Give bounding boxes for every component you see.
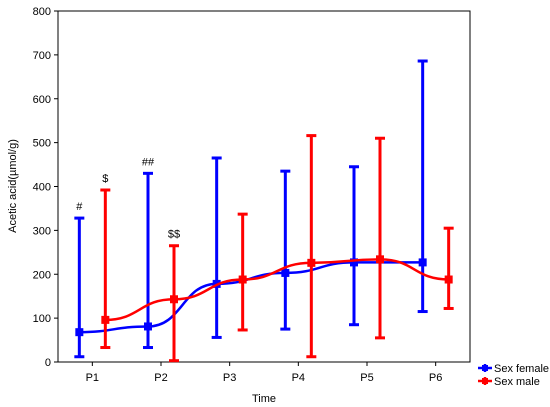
- data-point: [144, 322, 152, 331]
- x-tick-label: P5: [360, 372, 373, 384]
- x-tick-label: P3: [223, 372, 236, 384]
- x-tick-label: P2: [154, 372, 167, 384]
- data-point: [418, 258, 427, 267]
- data-point: [170, 295, 178, 304]
- legend-marker: [482, 378, 488, 384]
- series-sex-female: [74, 59, 428, 359]
- y-axis-title: Acetic acid(µmol/g): [7, 139, 19, 233]
- data-point: [444, 275, 453, 284]
- x-axis-title: Time: [252, 393, 276, 405]
- y-tick-label: 400: [33, 182, 51, 194]
- x-tick-label: P6: [429, 372, 442, 384]
- x-tick-label: P4: [292, 372, 305, 384]
- annotation-label: #: [76, 201, 83, 213]
- data-point: [101, 315, 110, 324]
- y-tick-label: 100: [33, 313, 51, 325]
- annotation-label: $$: [168, 229, 180, 241]
- y-tick-label: 800: [33, 6, 51, 18]
- data-point: [238, 275, 247, 284]
- y-tick-label: 200: [33, 269, 51, 281]
- annotation-label: $: [102, 173, 108, 185]
- legend-label: Sex female: [494, 363, 549, 375]
- data-point: [350, 258, 358, 267]
- y-tick-label: 600: [33, 94, 51, 106]
- x-axis: P1 P2 P3 P4 P5 P6: [86, 362, 442, 384]
- y-tick-label: 0: [45, 357, 51, 369]
- legend-label: Sex male: [494, 376, 540, 388]
- annotations: # $ ## $$: [76, 156, 180, 240]
- plot-area-frame: [57, 10, 471, 363]
- data-point: [307, 258, 316, 267]
- y-tick-label: 700: [33, 50, 51, 62]
- x-tick-label: P1: [86, 372, 99, 384]
- y-tick-label: 300: [33, 225, 51, 237]
- series-layer: [74, 59, 454, 363]
- series-line: [105, 258, 449, 322]
- data-point: [281, 268, 290, 277]
- data-point: [75, 328, 84, 337]
- series-sex-male: [100, 134, 454, 363]
- series-line: [79, 261, 423, 334]
- annotation-label: ##: [142, 156, 155, 168]
- data-point: [376, 255, 384, 264]
- y-tick-label: 500: [33, 138, 51, 150]
- legend-marker: [482, 365, 488, 371]
- y-axis: 0 100 200 300 400 500 600 700 800: [33, 6, 58, 369]
